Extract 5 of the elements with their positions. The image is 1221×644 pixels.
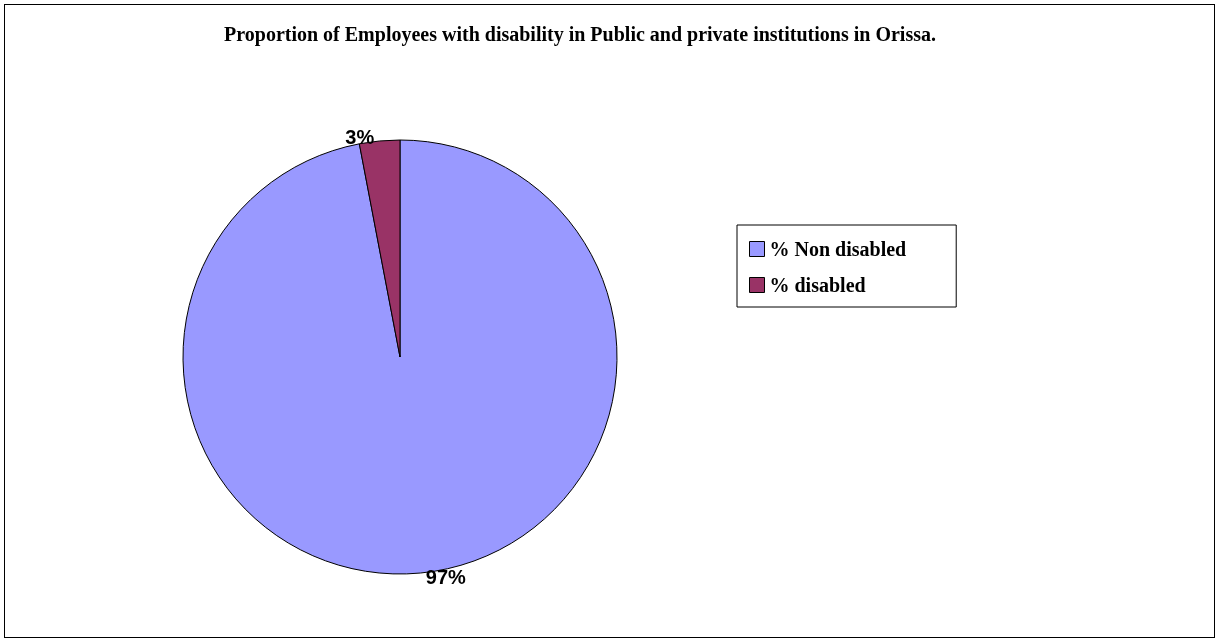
data-label: 3%	[345, 125, 375, 148]
data-label: 97%	[425, 566, 467, 589]
chart-title: Proportion of Employees with disability in Public and private institutions in Orissa.	[224, 23, 936, 46]
legend-label: % disabled	[769, 274, 866, 296]
legend-label: % Non disabled	[769, 238, 907, 260]
